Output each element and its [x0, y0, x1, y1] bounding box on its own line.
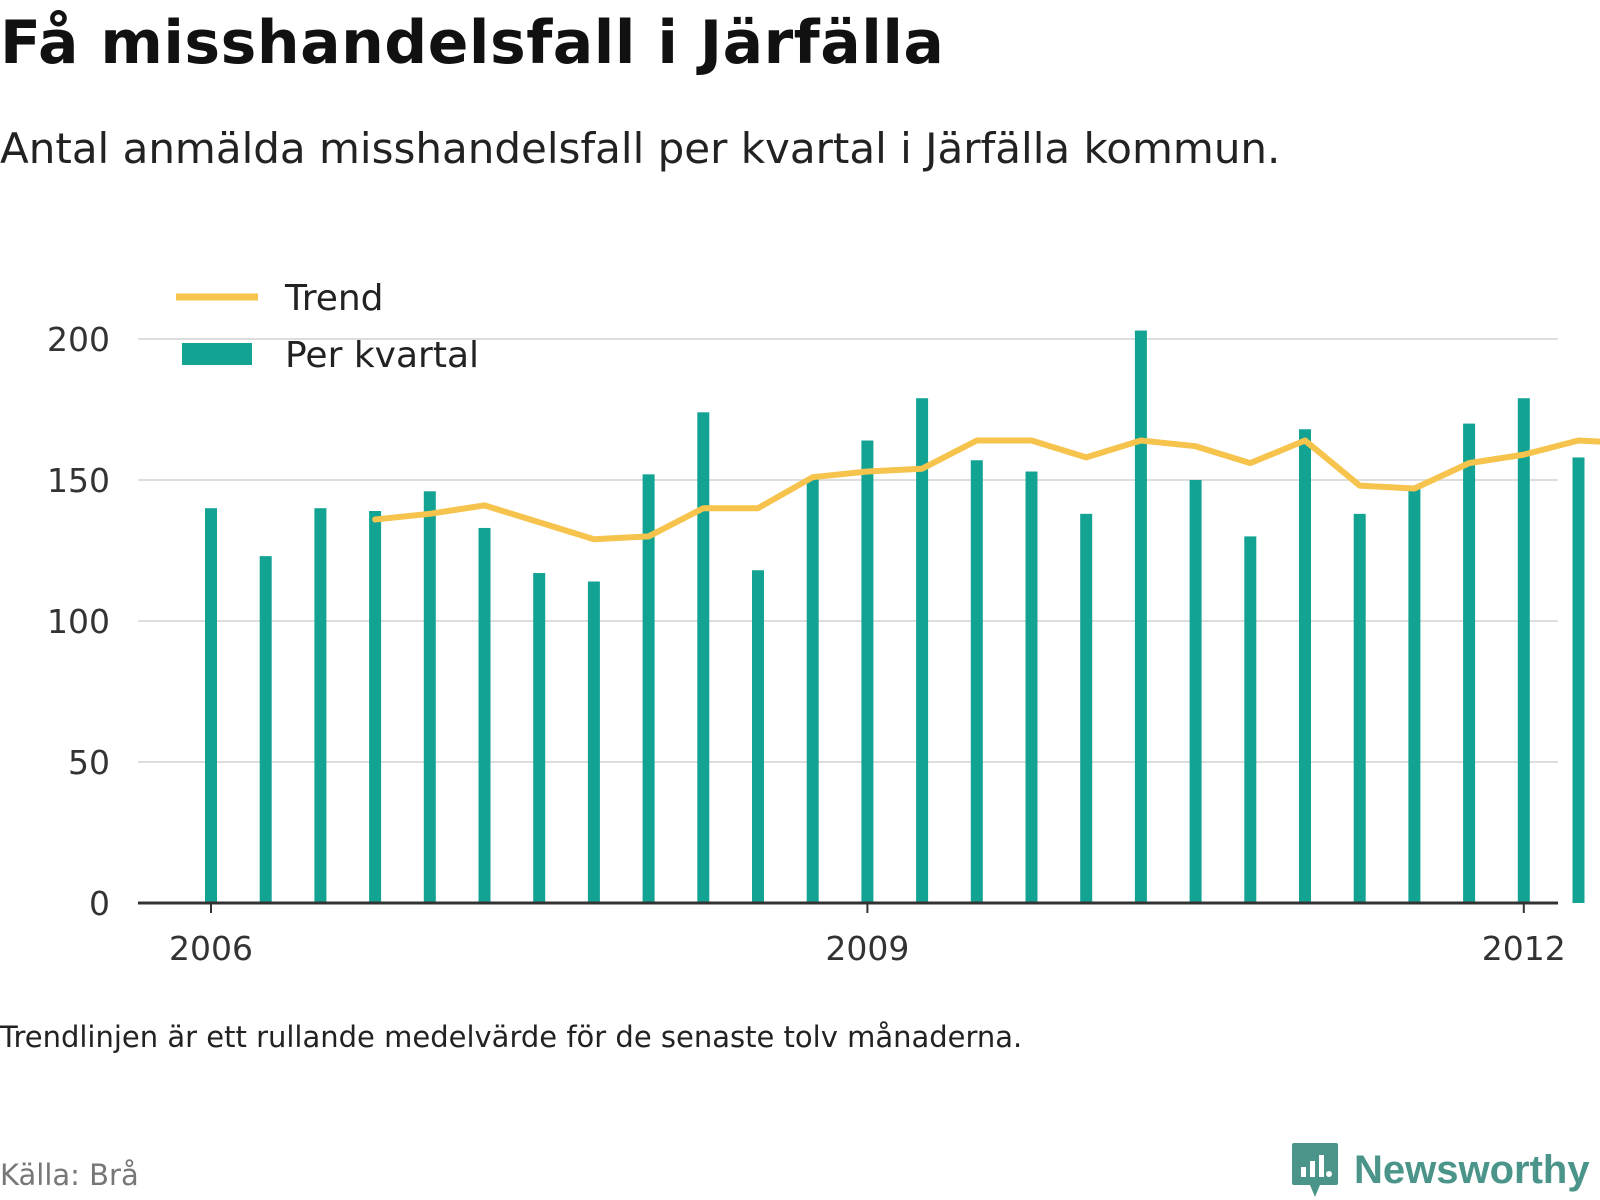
bar: [1299, 429, 1311, 903]
bar: [642, 474, 655, 903]
y-axis-ticks: 0 50 100 150 200: [47, 320, 110, 923]
legend: Trend Per kvartal: [176, 278, 479, 376]
bar: [369, 511, 382, 903]
y-tick-label: 200: [47, 320, 110, 359]
brand-name: Newsworthy: [1354, 1147, 1590, 1192]
trend-series: [372, 437, 1600, 543]
bar: [1353, 513, 1366, 903]
bar: [806, 477, 819, 903]
bar: [697, 412, 710, 903]
y-tick-label: 0: [89, 884, 110, 923]
x-tick-label: 2009: [825, 929, 909, 968]
newsworthy-logo-icon: [1292, 1143, 1338, 1197]
bar: [1134, 330, 1147, 903]
bar: [752, 570, 764, 903]
bar-series: [205, 330, 1585, 903]
y-tick-label: 50: [68, 743, 110, 782]
x-axis: 2006200920122015201820212023: [138, 901, 1566, 968]
gridlines: [138, 338, 1558, 763]
bar: [259, 556, 272, 903]
y-tick-label: 150: [47, 461, 110, 500]
bar: [1408, 488, 1421, 903]
chart-note: Trendlinjen är ett rullande medelvärde f…: [0, 1020, 1023, 1054]
bar: [314, 508, 327, 903]
bar: [1244, 536, 1257, 903]
chart-title: Få misshandelsfall i Järfälla: [0, 8, 945, 78]
x-tick-label: 2012: [1482, 929, 1566, 968]
legend-bar-label: Per kvartal: [285, 335, 479, 376]
legend-trend-label: Trend: [284, 278, 384, 319]
bar: [1080, 513, 1093, 903]
legend-bar-swatch: [182, 343, 252, 365]
source-label: Källa: Brå: [0, 1158, 139, 1192]
bar: [478, 527, 491, 903]
bar: [1189, 480, 1202, 903]
bar: [533, 573, 546, 903]
bar: [1463, 423, 1476, 903]
y-tick-label: 100: [47, 602, 110, 641]
x-tick-label: 2006: [169, 929, 253, 968]
bar: [1572, 457, 1585, 903]
bar: [1517, 398, 1530, 903]
bar: [205, 508, 217, 903]
bar: [970, 460, 983, 903]
bar: [1025, 471, 1038, 903]
trend-line: [372, 437, 1600, 543]
bar: [587, 581, 600, 903]
brand-logo[interactable]: Newsworthy: [1290, 1140, 1590, 1200]
bar: [916, 398, 929, 903]
bar: [423, 491, 436, 903]
chart-subtitle: Antal anmälda misshandelsfall per kvarta…: [0, 124, 1281, 173]
bar: [861, 440, 874, 903]
